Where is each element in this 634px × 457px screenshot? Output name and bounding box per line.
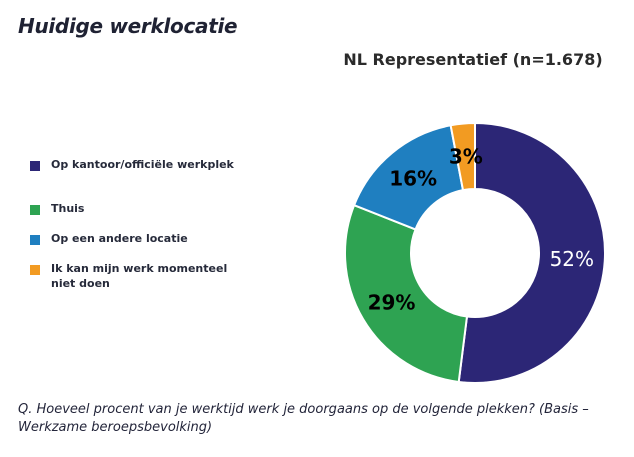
legend-item-niet-werken: Ik kan mijn werk momenteel niet doen [30, 261, 251, 291]
legend-swatch-kantoor [30, 161, 40, 171]
legend-item-kantoor: Op kantoor/officiële werkplek [30, 157, 251, 172]
legend-label-thuis: Thuis [51, 202, 85, 215]
legend-item-thuis: Thuis [30, 201, 251, 216]
legend-item-andere-locatie: Op een andere locatie [30, 231, 251, 246]
donut-chart: 52% 29% 16% 3% [344, 121, 606, 384]
legend-swatch-niet-werken [30, 265, 40, 275]
donut-label-kantoor: 52% [550, 247, 594, 271]
page-title: Huidige werklocatie [18, 14, 238, 38]
donut-slice-kantoor [457, 121, 606, 384]
donut-label-andere-locatie: 16% [389, 166, 437, 190]
footnote: Q. Hoeveel procent van je werktijd werk … [18, 402, 589, 435]
chart-title: NL Representatief (n=1.678) [343, 50, 603, 69]
donut-label-niet-werken: 3% [449, 144, 483, 168]
legend-label-andere-locatie: Op een andere locatie [51, 232, 188, 245]
donut-slice-thuis [344, 203, 469, 384]
legend-swatch-thuis [30, 205, 40, 215]
donut-label-thuis: 29% [368, 290, 416, 314]
donut-slice-niet-werken [449, 121, 476, 192]
legend-label-niet-werken: Ik kan mijn werk momenteel niet doen [51, 262, 228, 290]
legend-swatch-andere-locatie [30, 235, 40, 245]
legend-label-kantoor: Op kantoor/officiële werkplek [51, 158, 234, 171]
